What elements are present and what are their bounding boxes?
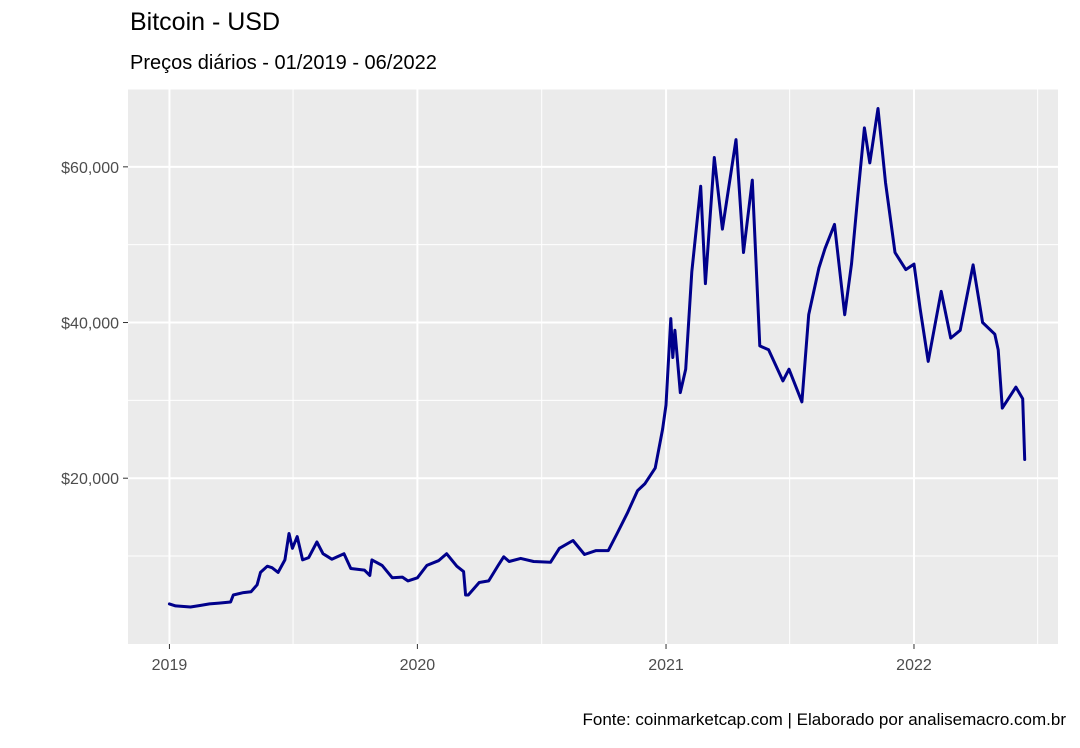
series-lines xyxy=(167,107,1027,609)
y-tick-label: $60,000 xyxy=(61,160,119,177)
grid-major xyxy=(128,89,1058,644)
y-tick-label: $20,000 xyxy=(61,471,119,488)
chart-canvas: $20,000 $40,000 $60,000 2019 2020 2021 2022 xyxy=(61,88,1058,674)
plot-panel xyxy=(128,89,1058,644)
x-tick-label: 2022 xyxy=(896,657,932,674)
chart-title: Bitcoin - USD xyxy=(130,8,281,36)
x-tick-label: 2020 xyxy=(400,657,436,674)
y-axis: $20,000 $40,000 $60,000 xyxy=(61,160,128,488)
chart-caption: Fonte: coinmarketcap.com | Elaborado por… xyxy=(582,710,1066,729)
series-line xyxy=(167,107,1027,609)
x-tick-label: 2021 xyxy=(648,657,684,674)
x-tick-label: 2019 xyxy=(152,657,188,674)
grid-minor xyxy=(128,88,1058,644)
x-axis: 2019 2020 2021 2022 xyxy=(152,644,932,674)
chart-subtitle: Preços diários - 01/2019 - 06/2022 xyxy=(130,52,437,74)
y-tick-label: $40,000 xyxy=(61,316,119,333)
